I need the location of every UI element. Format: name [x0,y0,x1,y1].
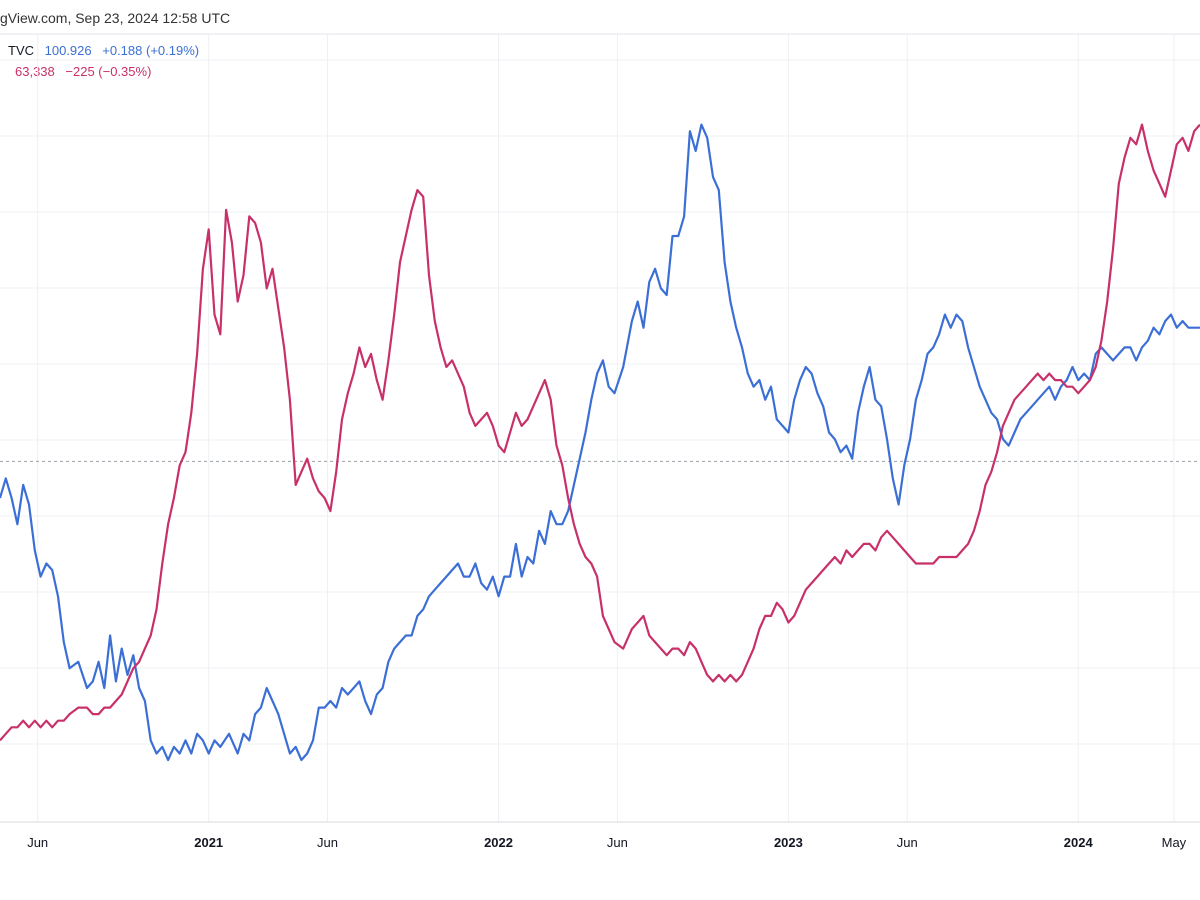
legend-row-blue: TVC 100.926 +0.188 (+0.19%) [8,43,206,58]
x-tick-label: 2021 [194,835,223,850]
x-tick-label: May [1162,835,1187,850]
chart-header: gView.com, Sep 23, 2024 12:58 UTC [0,0,1200,34]
grid [0,34,1200,822]
legend-value: 63,338 [15,64,55,79]
series-line-pink [0,123,1200,742]
x-tick-label: Jun [27,835,48,850]
x-tick-label: Jun [317,835,338,850]
legend-symbol: TVC [8,43,34,58]
x-tick-label: Jun [897,835,918,850]
x-tick-label: 2022 [484,835,513,850]
source-watermark: gView.com, Sep 23, 2024 12:58 UTC [0,10,231,26]
x-tick-label: 2023 [774,835,803,850]
series-lines [0,123,1200,762]
x-tick-label: Jun [607,835,628,850]
x-tick-label: 2024 [1064,835,1094,850]
legend-change: +0.188 (+0.19%) [102,43,200,58]
series-line-blue [0,123,1200,762]
legend-row-pink: 63,338 −225 (−0.35%) [8,64,158,79]
legend-change: −225 (−0.35%) [65,64,152,79]
legend-value: 100.926 [44,43,92,58]
x-axis-ticks: Jun 2021 Jun 2022 Jun 2023 Jun 2024 May [27,835,1186,850]
